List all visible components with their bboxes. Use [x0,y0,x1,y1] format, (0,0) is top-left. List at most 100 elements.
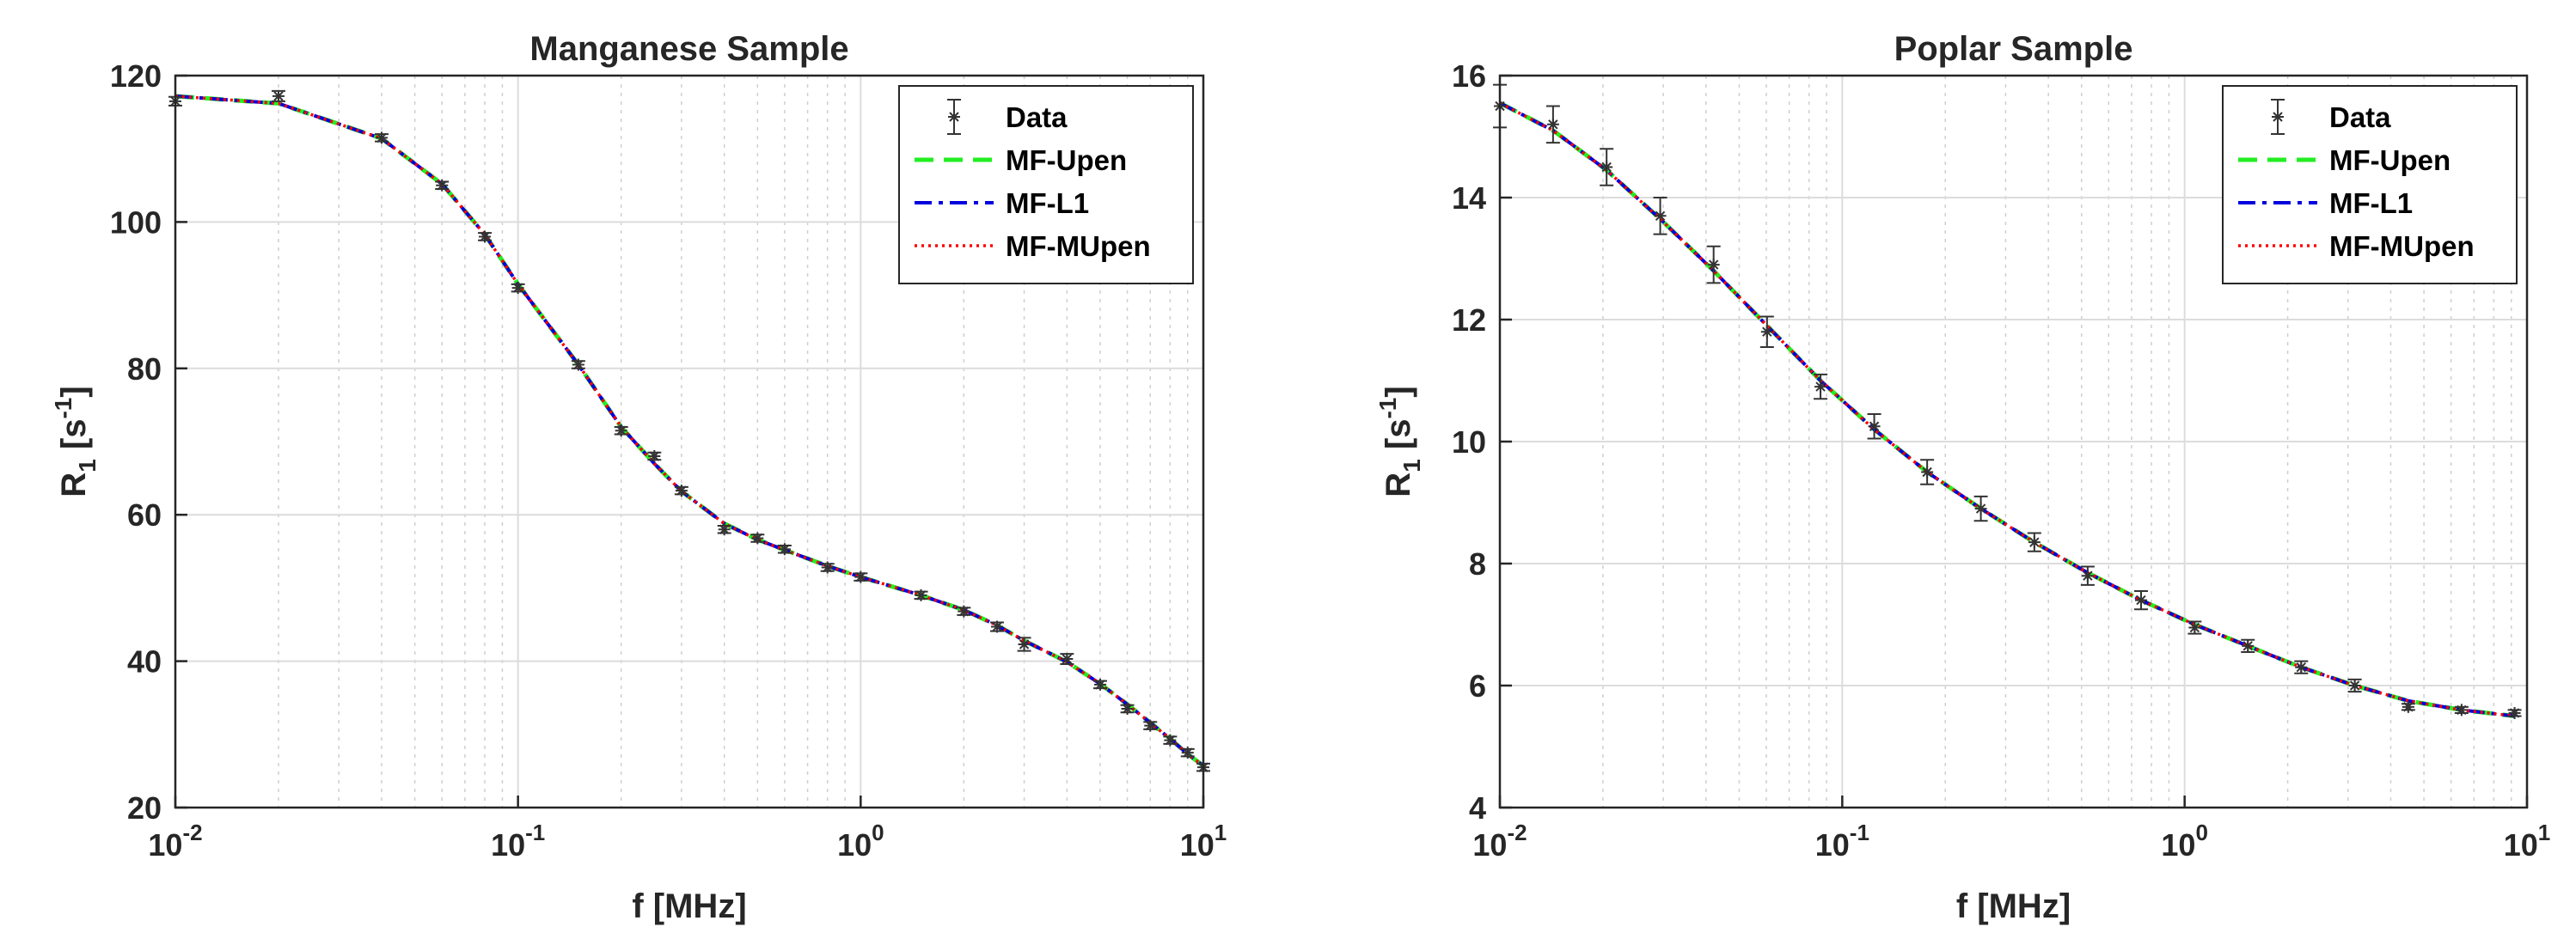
data-marker [436,179,449,192]
data-point [717,523,731,536]
legend-box [2222,85,2518,284]
data-point [674,485,688,497]
data-marker [572,358,584,371]
data-marker [2028,536,2041,549]
x-tick-label: 10-1 [491,820,545,863]
legend: Data MF-Upen MF-L1 MF-MUpen [898,85,1194,284]
chart-title: Manganese Sample [529,30,848,68]
data-point [1814,373,1828,400]
data-marker [990,620,1003,633]
legend-label: Data [2329,101,2391,133]
y-axis-label-unit-superscript: -1 [50,398,76,419]
y-tick-label: 120 [110,58,162,94]
data-marker [1018,638,1031,651]
data-point [511,282,525,295]
data-marker [479,230,492,243]
series-mf-mupen-line [174,95,1205,767]
y-tick-label: 20 [127,790,162,826]
legend-label: MF-Upen [2329,144,2451,176]
y-axis-label-unit-open: [s [55,419,93,460]
x-tick-label-exponent: -2 [182,820,202,845]
data-point [957,605,971,618]
legend-box [898,85,1194,284]
data-marker [615,424,627,437]
data-point [2080,565,2095,586]
x-tick-label: 100 [837,820,884,863]
data-marker [718,523,731,536]
y-axis-label: R1 [s-1] [50,386,101,497]
data-marker [751,532,764,545]
data-point [750,532,765,545]
series-data [1493,83,2522,719]
data-marker [376,131,389,144]
data-marker [2134,594,2147,607]
data-point [2507,706,2522,719]
legend-label: MF-L1 [1006,187,1089,219]
y-axis-label-base: R [55,473,93,497]
data-marker [1181,747,1194,759]
data-marker [272,89,285,102]
data-point [647,450,662,463]
data-marker [2402,700,2414,713]
x-tick-label-exponent: 0 [2195,820,2207,845]
x-tick-label-base: 10 [1180,827,1215,863]
data-point [1653,197,1667,235]
data-point [2401,700,2415,713]
data-marker [1760,326,1773,338]
series-mf-l1-line [1499,101,2515,718]
legend-label: MF-MUpen [1006,230,1151,262]
data-point [914,588,928,601]
y-tick-label: 12 [1452,302,1486,338]
data-point [820,561,835,574]
data-point [1545,105,1560,144]
data-marker [2081,570,2094,582]
data-point [1180,747,1195,759]
data-marker [1546,118,1559,131]
data-marker [1868,420,1881,433]
x-tick-label-base: 10 [148,827,182,863]
y-axis-label-unit-superscript: -1 [1374,398,1401,419]
legend-swatch-data-marker [948,111,960,123]
x-tick-label: 10-2 [1472,820,1527,863]
data-point [375,131,389,144]
y-tick-label: 100 [110,204,162,240]
y-axis-label-base: R [1380,473,1417,497]
x-tick-label: 10-2 [148,820,202,863]
x-tick-label-base: 10 [837,827,872,863]
data-marker [2188,621,2201,634]
data-marker [958,605,970,618]
y-axis-label-subscript: 1 [1398,459,1425,473]
data-marker [511,282,524,295]
chart-title: Poplar Sample [1894,30,2133,68]
y-axis-label-subscript: 1 [74,459,101,473]
data-marker [1814,381,1827,393]
data-marker [915,588,927,601]
x-tick-label-exponent: -1 [525,820,545,845]
data-point [1017,637,1031,652]
x-tick-label-base: 10 [2161,827,2195,863]
data-point [1600,148,1614,186]
data-marker [778,543,791,556]
data-point [435,179,450,192]
data-point [571,358,585,371]
x-tick-label-base: 10 [1815,827,1850,863]
data-point [1920,459,1935,485]
y-tick-label: 16 [1452,58,1486,94]
data-marker [1974,503,1987,515]
data-marker [2348,680,2361,692]
x-tick-label-exponent: 1 [1215,820,1227,845]
data-marker [854,570,867,583]
y-axis-label: R1 [s-1] [1374,386,1425,497]
y-tick-label: 10 [1452,424,1486,460]
data-point [272,89,286,102]
y-tick-label: 80 [127,351,162,387]
data-point [1867,413,1882,440]
data-point [1706,245,1721,284]
data-marker [1061,653,1074,666]
data-marker [1600,161,1613,174]
data-point [1163,734,1178,747]
data-marker [1164,734,1177,747]
data-point [1973,495,1988,522]
legend-label: Data [1006,101,1068,133]
